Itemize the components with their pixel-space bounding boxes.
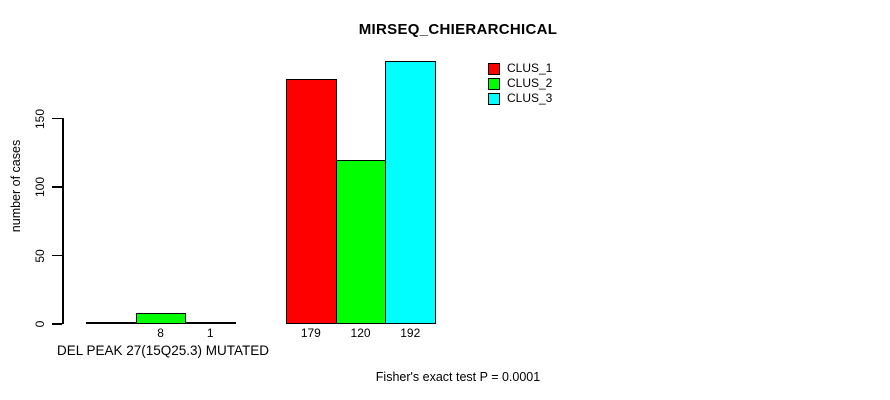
y-axis-label: number of cases xyxy=(9,139,23,233)
y-tick-150 xyxy=(52,117,62,119)
bar-value-label-clus_3-group1: 1 xyxy=(206,326,214,340)
y-tick-50 xyxy=(52,254,62,256)
y-axis-line xyxy=(62,117,64,324)
bar-clus_1-group2 xyxy=(286,79,337,324)
legend-item-clus-2: CLUS_2 xyxy=(488,76,552,91)
legend-item-clus-1: CLUS_1 xyxy=(488,61,552,76)
bar-clus_3-group2 xyxy=(385,61,437,324)
bar-value-label-clus_2-group1: 8 xyxy=(157,326,164,340)
bar-clus_2-group2 xyxy=(335,160,387,324)
legend-label-clus-2: CLUS_2 xyxy=(507,76,553,90)
bar-value-label-clus_3-group2: 192 xyxy=(400,326,421,340)
bar-value-label-clus_2-group2: 120 xyxy=(350,326,371,340)
chart-title: MIRSEQ_CHIERARCHICAL xyxy=(358,21,558,38)
x-axis-label: DEL PEAK 27(15Q25.3) MUTATED xyxy=(56,343,270,358)
bar-value-label-clus_1-group2: 179 xyxy=(300,326,321,340)
legend-item-clus-3: CLUS_3 xyxy=(488,91,552,106)
bar-clus_3-group1 xyxy=(185,322,237,324)
y-tick-label-150: 150 xyxy=(33,108,47,129)
legend: CLUS_1 CLUS_2 CLUS_3 xyxy=(488,61,552,106)
fisher-test-annotation: Fisher's exact test P = 0.0001 xyxy=(375,370,541,384)
y-tick-100 xyxy=(52,186,62,188)
y-tick-label-0: 0 xyxy=(33,320,47,328)
y-tick-0 xyxy=(52,323,62,325)
legend-label-clus-3: CLUS_3 xyxy=(507,91,553,105)
y-tick-label-100: 100 xyxy=(33,176,47,198)
legend-label-clus-1: CLUS_1 xyxy=(507,61,553,75)
legend-swatch-red xyxy=(488,62,500,75)
y-tick-label-50: 50 xyxy=(33,248,47,263)
bar-clus_2-group1 xyxy=(135,313,187,324)
legend-swatch-green xyxy=(488,77,500,90)
legend-swatch-cyan xyxy=(488,92,500,105)
